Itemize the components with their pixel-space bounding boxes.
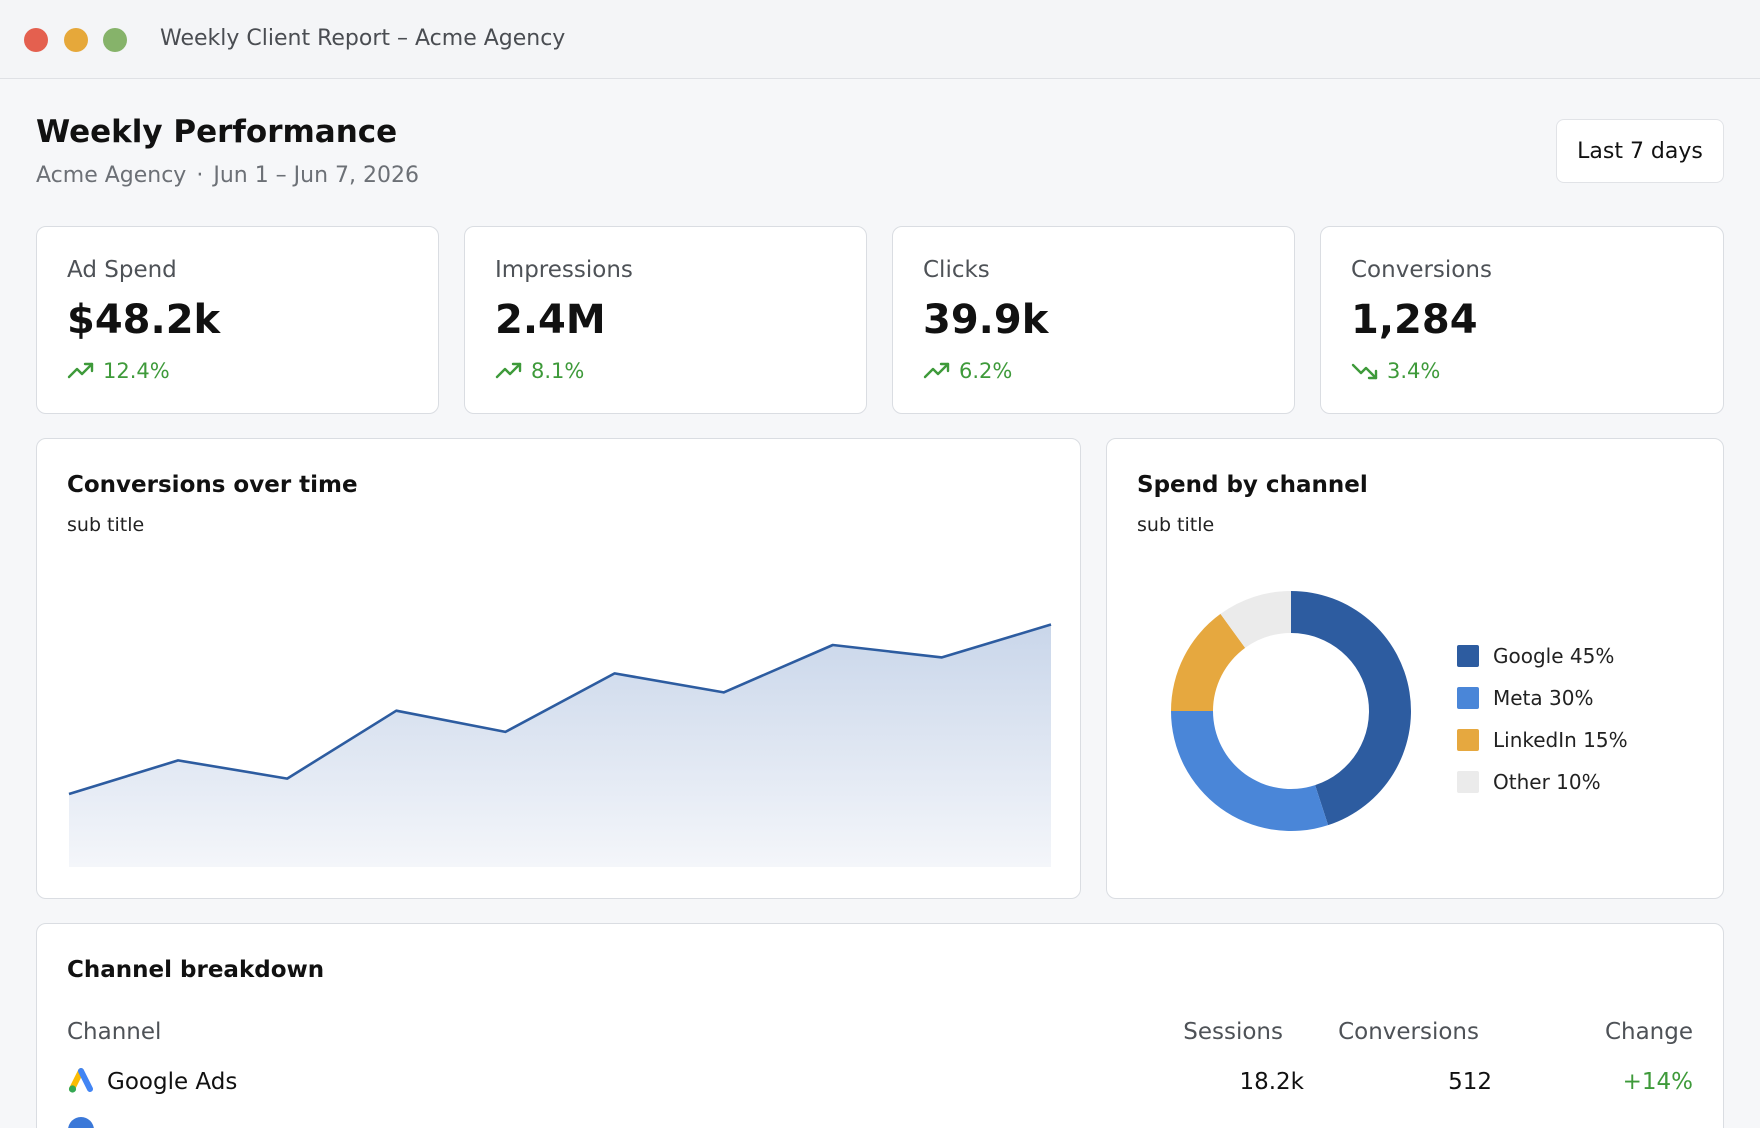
- zoom-window-button[interactable]: [103, 28, 127, 52]
- kpi-card-conversions: Conversions 1,284 3.4%: [1320, 226, 1724, 414]
- kpi-value: 1,284: [1351, 297, 1478, 343]
- data-point: [66, 791, 72, 797]
- spend-donut-chart: [1171, 591, 1411, 831]
- data-point: [284, 776, 290, 782]
- legend-label: Meta 30%: [1493, 686, 1594, 710]
- column-header-conversions: Conversions: [1338, 1019, 1479, 1045]
- legend-label: Other 10%: [1493, 770, 1601, 794]
- kpi-value: 2.4M: [495, 297, 606, 343]
- subtitle-separator: ·: [196, 163, 204, 188]
- kpi-delta-value: 6.2%: [959, 359, 1013, 383]
- kpi-card-impressions: Impressions 2.4M 8.1%: [464, 226, 867, 414]
- column-header-channel: Channel: [67, 1019, 162, 1045]
- pie-slice-linkedin: [1171, 613, 1246, 711]
- title-bar: Weekly Client Report – Acme Agency: [0, 0, 1760, 79]
- spend-chart-card: Spend by channel sub title Google 45% Me…: [1106, 438, 1724, 899]
- pie-slice-meta: [1171, 711, 1329, 831]
- data-point: [939, 654, 945, 660]
- kpi-delta: 12.4%: [67, 359, 170, 383]
- data-point: [830, 642, 836, 648]
- kpi-delta: 6.2%: [923, 359, 1012, 383]
- kpi-value: 39.9k: [923, 297, 1049, 343]
- kpi-delta: 8.1%: [495, 359, 584, 383]
- data-point: [502, 729, 508, 735]
- data-point: [393, 708, 399, 714]
- chart-subtitle: sub title: [1137, 514, 1215, 536]
- channel-breakdown-card: Channel breakdown Channel Sessions Conve…: [36, 923, 1724, 1128]
- kpi-label: Ad Spend: [67, 257, 177, 283]
- close-window-button[interactable]: [24, 28, 48, 52]
- date-range: Jun 1 – Jun 7, 2026: [213, 163, 420, 188]
- channel-name-cell: Google Ads: [67, 1068, 237, 1096]
- date-range-button[interactable]: Last 7 days: [1556, 119, 1724, 183]
- conversions-cell: 512: [1448, 1069, 1492, 1095]
- sessions-cell: 18.2k: [1239, 1069, 1304, 1095]
- kpi-delta-value: 8.1%: [531, 359, 585, 383]
- page-subtitle: Acme Agency · Jun 1 – Jun 7, 2026: [36, 163, 419, 188]
- trend-up-icon: [495, 362, 522, 379]
- data-point: [721, 689, 727, 695]
- channel-name: Google Ads: [107, 1069, 238, 1095]
- data-point: [612, 670, 618, 676]
- legend-item-linkedin: LinkedIn 15%: [1457, 719, 1628, 761]
- meta-ads-icon: [68, 1117, 94, 1128]
- legend-item-other: Other 10%: [1457, 761, 1628, 803]
- kpi-delta: 3.4%: [1351, 359, 1440, 383]
- data-point: [1048, 622, 1054, 628]
- trend-down-icon: [1351, 363, 1378, 380]
- legend-label: Google 45%: [1493, 644, 1615, 668]
- agency-name: Acme Agency: [36, 163, 187, 188]
- pie-slice-google: [1291, 591, 1411, 826]
- kpi-label: Conversions: [1351, 257, 1492, 283]
- data-point: [175, 757, 181, 763]
- series-line: [68, 623, 1052, 796]
- kpi-delta-value: 3.4%: [1387, 359, 1441, 383]
- legend-item-meta: Meta 30%: [1457, 677, 1628, 719]
- google-ads-icon: [68, 1068, 93, 1093]
- legend-swatch: [1457, 771, 1479, 793]
- legend-label: LinkedIn 15%: [1493, 728, 1628, 752]
- column-header-sessions: Sessions: [1183, 1019, 1283, 1045]
- pie-slice-other: [1220, 591, 1291, 648]
- chart-subtitle: sub title: [67, 514, 145, 536]
- window-title: Weekly Client Report – Acme Agency: [160, 26, 566, 51]
- legend-swatch: [1457, 687, 1479, 709]
- chart-title: Conversions over time: [67, 472, 358, 498]
- minimize-window-button[interactable]: [64, 28, 88, 52]
- kpi-label: Impressions: [495, 257, 633, 283]
- chart-legend: Google 45% Meta 30% LinkedIn 15% Other 1…: [1457, 635, 1628, 803]
- trend-up-icon: [923, 362, 950, 379]
- kpi-value: $48.2k: [67, 297, 221, 343]
- table-title: Channel breakdown: [67, 957, 325, 983]
- column-header-change: Change: [1604, 1019, 1693, 1045]
- change-cell: +14%: [1622, 1069, 1693, 1095]
- kpi-label: Clicks: [923, 257, 990, 283]
- page-title: Weekly Performance: [36, 114, 398, 150]
- conversions-area-chart: [66, 622, 1054, 867]
- area-fill: [69, 624, 1051, 867]
- kpi-card-ad-spend: Ad Spend $48.2k 12.4%: [36, 226, 439, 414]
- kpi-card-clicks: Clicks 39.9k 6.2%: [892, 226, 1295, 414]
- conversions-chart-card: Conversions over time sub title: [36, 438, 1081, 899]
- kpi-delta-value: 12.4%: [103, 359, 170, 383]
- legend-swatch: [1457, 645, 1479, 667]
- legend-swatch: [1457, 729, 1479, 751]
- chart-title: Spend by channel: [1137, 472, 1368, 498]
- legend-item-google: Google 45%: [1457, 635, 1628, 677]
- trend-up-icon: [67, 362, 94, 379]
